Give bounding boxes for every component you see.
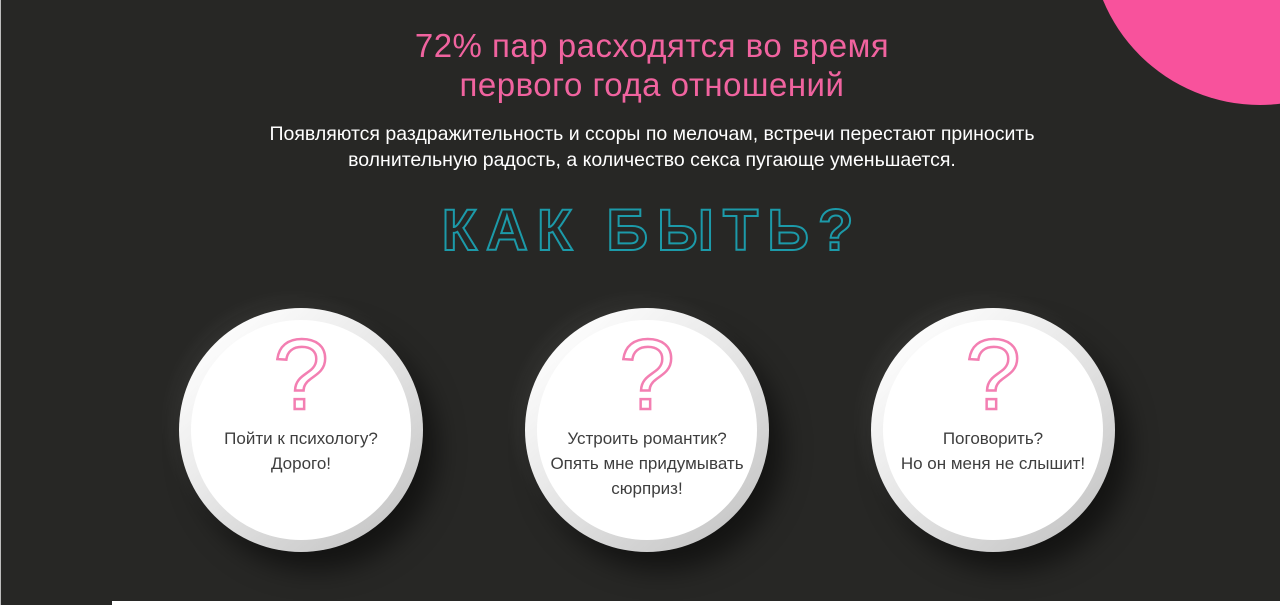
question-mark-icon: ? [964,319,1022,431]
question-mark-icon: ? [272,319,330,431]
question-mark-icon: ? [618,319,676,431]
card-text: Поговорить? Но он меня не слышит! [900,429,1086,473]
card-inner-circle: ? Устроить романтик? Опять мне придумыва… [537,320,757,540]
objection-cards-row: ? Пойти к психологу? Дорого! ? Устроить … [0,308,1280,552]
card-inner-circle: ? Пойти к психологу? Дорого! [191,320,411,540]
next-section-edge [112,601,1280,605]
question-heading: КАК БЫТЬ? [441,198,863,263]
window-left-edge [0,0,1,605]
card-text: Пойти к психологу? Дорого! [224,429,378,473]
objection-card-talk: ? Поговорить? Но он меня не слышит! [871,308,1115,552]
objection-card-romantic: ? Устроить романтик? Опять мне придумыва… [525,308,769,552]
card-inner-circle: ? Поговорить? Но он меня не слышит! [883,320,1103,540]
statistic-title: 72% пар расходятся во время первого года… [414,27,890,103]
card-text: Устроить романтик? Опять мне придумывать… [550,429,744,498]
hero-section: 72% пар расходятся во время первого года… [0,0,1280,263]
objection-card-psychologist: ? Пойти к психологу? Дорого! [179,308,423,552]
hero-description: Появляются раздражительность и ссоры по … [269,123,1035,171]
